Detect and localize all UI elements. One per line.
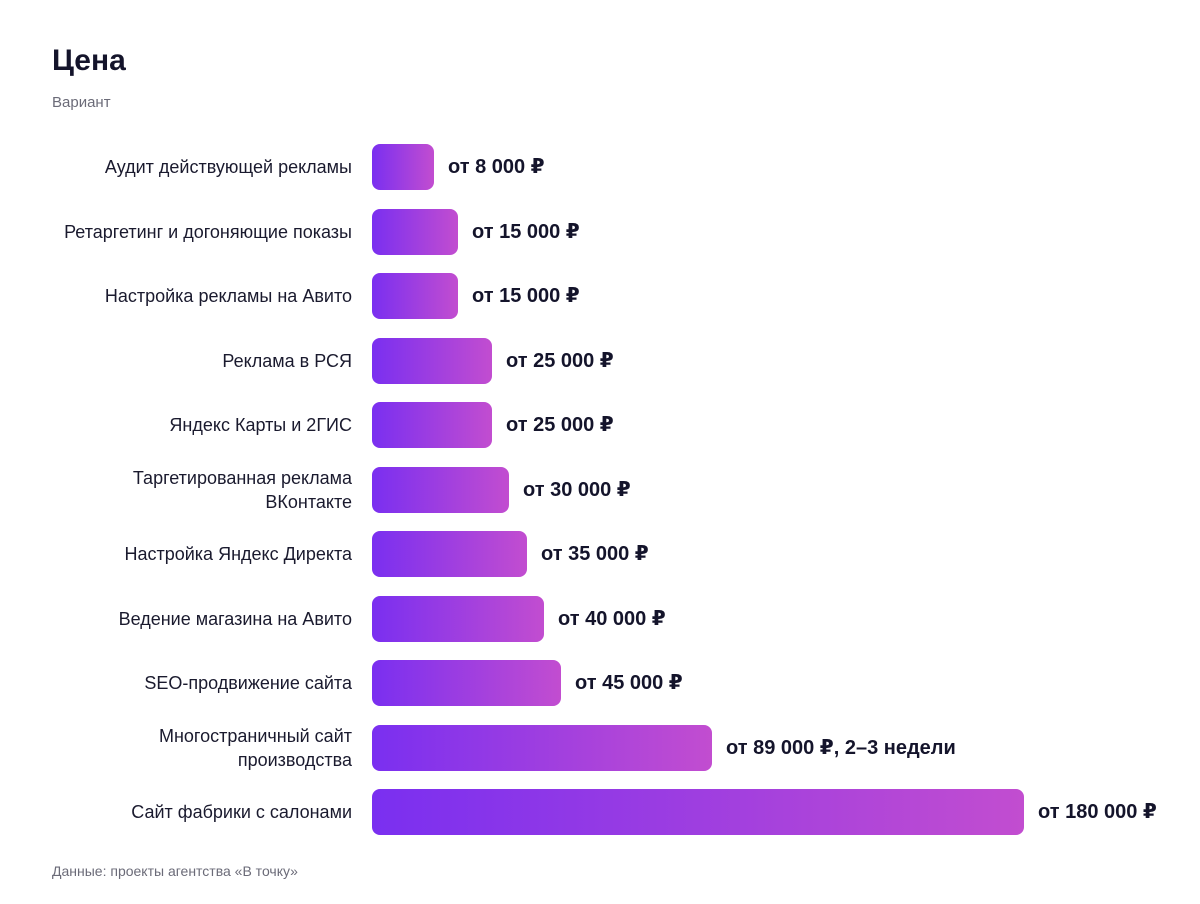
category-label: SEO-продвижение сайта: [144, 673, 352, 693]
value-label: от 25 000 ₽: [506, 350, 614, 372]
bar: [372, 660, 561, 706]
category-label: Аудит действующей рекламы: [104, 157, 352, 177]
bar: [372, 402, 492, 448]
category-label: Настройка Яндекс Директа: [124, 544, 352, 564]
value-label: от 8 000 ₽: [448, 156, 545, 178]
source-note: Данные: проекты агентства «В точку»: [52, 863, 298, 879]
category-label: Сайт фабрики с салонами: [131, 802, 352, 822]
value-label: от 30 000 ₽: [523, 479, 631, 501]
value-label: от 35 000 ₽: [541, 543, 649, 565]
value-label: от 89 000 ₽, 2–3 недели: [726, 737, 956, 759]
bar: [372, 273, 458, 319]
bar: [372, 467, 509, 513]
value-label: от 40 000 ₽: [558, 608, 666, 630]
bar: [372, 144, 434, 190]
bar: [372, 789, 1024, 835]
value-label: от 180 000 ₽: [1038, 801, 1157, 823]
value-label: от 15 000 ₽: [472, 221, 580, 243]
value-label: от 15 000 ₽: [472, 285, 580, 307]
value-label: от 25 000 ₽: [506, 414, 614, 436]
bar: [372, 531, 527, 577]
value-label: от 45 000 ₽: [575, 672, 683, 694]
bar: [372, 725, 712, 771]
category-label: Реклама в РСЯ: [222, 351, 352, 371]
bar: [372, 596, 544, 642]
category-label: Ведение магазина на Авито: [118, 609, 352, 629]
category-label: Многостраничный сайт производства: [158, 726, 352, 770]
category-label: Таргетированная реклама ВКонтакте: [132, 468, 352, 512]
bar: [372, 338, 492, 384]
category-label: Настройка рекламы на Авито: [104, 286, 352, 306]
page-subtitle: Вариант: [52, 94, 111, 111]
page-title: Цена: [52, 44, 126, 77]
bar: [372, 209, 458, 255]
category-label: Яндекс Карты и 2ГИС: [169, 415, 352, 435]
category-label: Ретаргетинг и догоняющие показы: [64, 222, 352, 242]
